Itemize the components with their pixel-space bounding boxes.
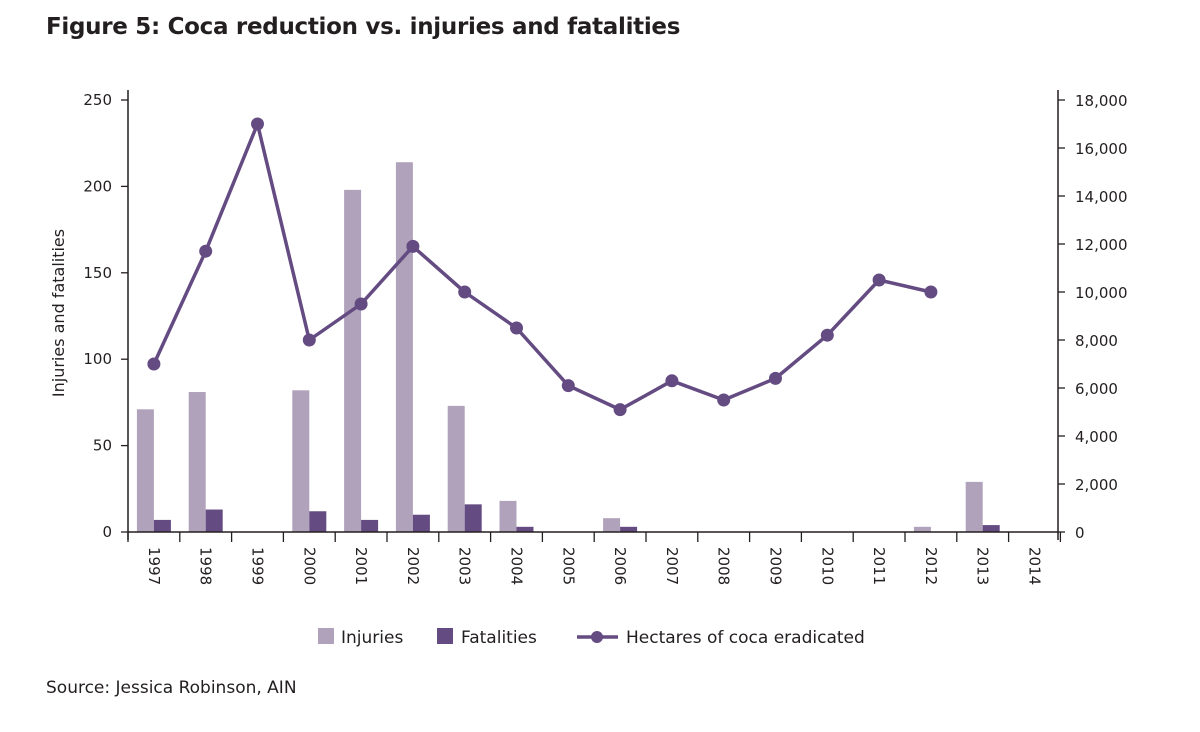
x-tick-label: 2012 [922,547,940,585]
bar-fatalities-2000 [309,511,327,532]
bar-fatalities-2004 [516,526,534,532]
bar-injuries-2013 [965,481,983,532]
bar-fatalities-2002 [412,514,430,532]
legend-swatch-injuries [318,628,334,644]
point-hectares-1997 [147,357,161,371]
legend-label-hectares: Hectares of coca eradicated [626,628,865,648]
x-tick-label: 2003 [456,547,474,585]
x-tick-label: 2005 [559,547,577,585]
bar-injuries-2004 [499,500,517,532]
line-layer [147,117,938,417]
bar-fatalities-2013 [982,525,1000,532]
point-hectares-2001 [354,297,368,311]
point-hectares-2003 [458,285,472,299]
y-axis-title: Injuries and fatalities [49,229,68,397]
point-hectares-2011 [872,273,886,287]
x-tick-label: 1998 [197,547,215,585]
point-hectares-2004 [510,321,523,335]
x-tick-label: 1997 [145,547,163,585]
x-tick-label: 2013 [974,547,992,585]
legend-label-fatalities: Fatalities [461,628,537,648]
y-tick-label-right: 4,000 [1075,428,1118,446]
y-tick-label-right: 0 [1075,524,1085,542]
y-tick-label-left: 150 [83,264,112,282]
x-tick-label: 2014 [1026,547,1044,585]
point-hectares-1999 [251,117,264,131]
legend-swatch-fatalities [437,628,453,644]
x-tick-label: 2010 [818,547,836,585]
point-hectares-2010 [820,328,834,342]
legend: Injuries Fatalities Hectares of coca era… [318,628,865,648]
legend-swatch-hectares-marker [591,631,603,643]
x-tick-label: 2007 [663,547,681,585]
point-hectares-2009 [769,371,782,385]
y-tick-label-right: 12,000 [1075,236,1128,254]
bars-layer [136,162,1000,532]
y-tick-label-right: 2,000 [1075,476,1118,494]
x-tick-label: 2000 [300,547,318,585]
point-hectares-2005 [561,379,575,393]
bar-injuries-1997 [136,409,154,532]
bar-fatalities-2003 [464,504,482,532]
point-hectares-2008 [717,393,731,407]
x-tick-label: 2001 [352,547,370,585]
bar-fatalities-1997 [153,519,171,532]
y-tick-label-left: 50 [93,437,112,455]
y-tick-label-right: 6,000 [1075,380,1118,398]
y-tick-label-right: 10,000 [1075,284,1128,302]
x-tick-label: 2009 [767,547,785,585]
y-tick-label-right: 8,000 [1075,332,1118,350]
x-tick-label: 2008 [715,547,733,585]
y-tick-label-left: 0 [102,523,112,541]
bar-injuries-2002 [395,162,413,532]
source-note: Source: Jessica Robinson, AIN [46,678,297,698]
x-tick-label: 1999 [249,547,267,585]
y-tick-label-left: 100 [83,350,112,368]
x-tick-label: 2002 [404,547,422,585]
bar-fatalities-1998 [205,509,223,532]
bar-injuries-2012 [913,526,931,532]
axes-layer: 0 50 100 150 200 250 0 2,000 4,000 6,000 8,000 10,0… [83,90,1128,585]
y-tick-label-right: 18,000 [1075,92,1128,110]
x-tick-label: 2011 [870,547,888,585]
chart-title: Figure 5: Coca reduction vs. injuries an… [46,14,681,40]
y-tick-label-right: 16,000 [1075,140,1128,158]
bar-injuries-2006 [603,518,621,532]
point-hectares-2002 [406,239,420,253]
x-tick-label: 2004 [508,547,526,585]
bar-fatalities-2001 [361,519,379,532]
point-hectares-2000 [302,333,316,347]
bar-fatalities-2006 [620,526,638,532]
x-tick-label: 2006 [611,547,629,585]
bar-injuries-2000 [292,390,310,532]
point-hectares-2006 [613,403,627,417]
y-tick-label-left: 250 [83,91,112,109]
bar-injuries-1998 [188,392,206,532]
point-hectares-2007 [665,374,679,388]
point-hectares-1998 [199,244,213,258]
bar-injuries-2003 [447,405,465,532]
point-hectares-2012 [924,285,938,299]
line-hectares [152,122,932,412]
y-tick-label-left: 200 [83,177,112,195]
bar-injuries-2001 [344,189,362,532]
legend-label-injuries: Injuries [341,628,403,648]
y-tick-label-right: 14,000 [1075,188,1128,206]
